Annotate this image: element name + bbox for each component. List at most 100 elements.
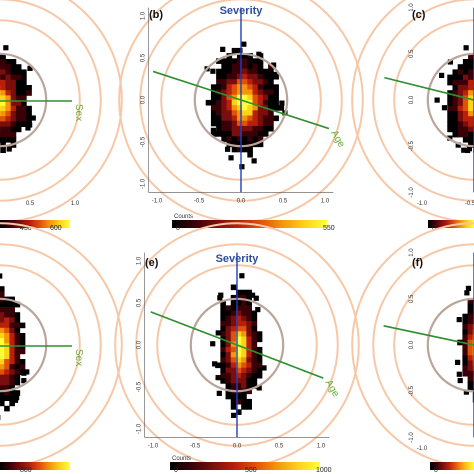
- heatmap-cell: [467, 386, 474, 393]
- heatmap-cell: [462, 121, 469, 127]
- y-tick-label: 1.0: [141, 11, 147, 20]
- heatmap-cell: [236, 84, 243, 90]
- heatmap-cell: [0, 137, 6, 143]
- heatmap-cell: [9, 333, 15, 339]
- heatmap-cell: [4, 364, 10, 370]
- heatmap-cell: [26, 90, 32, 96]
- heatmap-cell: [226, 99, 233, 106]
- heatmap-cell: [447, 100, 453, 107]
- heatmap-cell: [15, 95, 22, 101]
- heatmap-cell: [256, 352, 263, 358]
- heatmap-cell: [9, 379, 15, 386]
- heatmap-outlier: [212, 361, 218, 367]
- heatmap-cell: [225, 336, 232, 343]
- heatmap-cell: [220, 320, 226, 327]
- heatmap-cell: [220, 362, 226, 369]
- heatmap-cell: [231, 58, 238, 64]
- heatmap-cell: [251, 378, 258, 384]
- heatmap-cell: [220, 357, 226, 363]
- heatmap-cell: [225, 357, 232, 363]
- heatmap-cell: [247, 63, 253, 70]
- heatmap-cell: [4, 374, 10, 381]
- sex-label: Sex: [73, 349, 84, 366]
- heatmap-cell: [468, 53, 474, 60]
- heatmap-cell: [0, 53, 6, 60]
- heatmap-cell: [5, 69, 12, 75]
- heatmap-cell: [462, 131, 469, 138]
- heatmap-cell: [5, 95, 12, 101]
- outer-ring-2: [372, 243, 474, 447]
- age-label: Age: [323, 378, 342, 399]
- heatmap-cell: [468, 79, 474, 86]
- heatmap-cell: [452, 111, 459, 117]
- heatmap-outlier: [228, 155, 234, 161]
- heatmap-cell: [467, 355, 474, 361]
- heatmap-outlier: [447, 59, 453, 65]
- heatmap-cell: [468, 111, 474, 117]
- heatmap-cell: [230, 284, 237, 291]
- heatmap-cell: [9, 385, 15, 391]
- heatmap-cell: [14, 333, 21, 339]
- heatmap-cell: [241, 346, 247, 353]
- heatmap-cell: [0, 390, 5, 396]
- heatmap-cell: [241, 362, 247, 369]
- outer-ring-1: [393, 19, 474, 181]
- heatmap-cell: [467, 303, 474, 309]
- heatmap-cell: [457, 64, 464, 70]
- heatmap-cell: [256, 372, 263, 379]
- heatmap-cell: [257, 105, 264, 111]
- colorbar-tick-label: 500: [245, 467, 257, 474]
- heatmap-cell: [246, 388, 252, 395]
- heatmap-cell: [5, 79, 12, 86]
- heatmap-cell: [462, 59, 469, 65]
- heatmap-cell: [268, 73, 274, 80]
- heatmap-cell: [242, 110, 248, 116]
- heatmap-cell: [251, 372, 258, 379]
- heatmap-outlier: [434, 97, 440, 103]
- heatmap-cell: [226, 68, 233, 75]
- heatmap-cell: [468, 131, 474, 138]
- heatmap-cell: [230, 378, 237, 384]
- heatmap-cell: [220, 310, 226, 317]
- colorbar-tick-label: 1000: [316, 467, 332, 474]
- heatmap-cell: [452, 69, 459, 75]
- heatmap-cell: [251, 383, 258, 389]
- heatmap-cell: [468, 64, 474, 70]
- heatmap-cell: [241, 357, 247, 363]
- heatmap-cells: [434, 45, 474, 154]
- heatmap-outlier: [456, 317, 462, 323]
- heatmap-cell: [5, 74, 12, 81]
- heatmap-cell: [251, 310, 258, 317]
- heatmap-cell: [231, 84, 238, 90]
- y-tick-label: 0.0: [137, 340, 143, 349]
- heatmap-outlier: [447, 135, 453, 141]
- axis-frame: -1.0 -0.5 0.0 0.5 1.0 1.0 0.5 0.0 -0.5 -1.0: [137, 252, 330, 449]
- heatmap-cell: [5, 137, 12, 143]
- heatmap-cell: [462, 324, 468, 330]
- heatmap-cell: [226, 84, 233, 90]
- heatmap-cell: [242, 84, 248, 90]
- heatmap-cell: [468, 95, 474, 101]
- heatmap-cell: [14, 374, 21, 381]
- heatmap-cell: [462, 313, 468, 320]
- heatmap-cell: [220, 326, 226, 332]
- heatmap-cell: [246, 352, 252, 358]
- heatmap-cell: [230, 331, 237, 337]
- y-tick-label: 0.5: [137, 298, 143, 307]
- heatmap-cell: [251, 331, 258, 337]
- heatmap-cell: [0, 85, 6, 91]
- heatmap-cell: [225, 326, 232, 332]
- severity-label: Severity: [216, 253, 260, 265]
- heatmap-cell: [252, 110, 259, 116]
- heatmap-cell: [236, 110, 243, 116]
- heatmap-cell: [230, 383, 237, 389]
- heatmap-cell: [447, 121, 453, 127]
- heatmap-outlier: [0, 273, 3, 279]
- heatmap-cell: [0, 64, 6, 70]
- heatmap-cell: [0, 312, 5, 318]
- heatmap-cell: [236, 141, 243, 148]
- heatmap-cell: [246, 357, 252, 363]
- heatmap-cell: [0, 400, 5, 407]
- heatmap-cells: [210, 273, 267, 418]
- heatmap-cell: [257, 136, 264, 142]
